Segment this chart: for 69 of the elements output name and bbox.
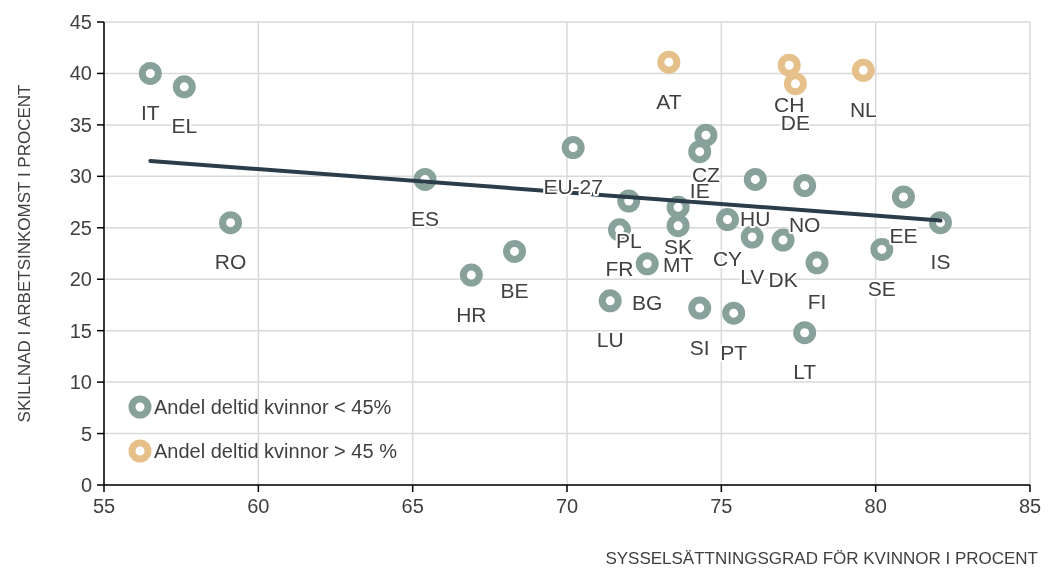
annotation: EE (889, 224, 918, 248)
annotation: LT (793, 360, 817, 384)
annotation: HR (456, 302, 487, 326)
legend-label: Andel deltid kvinnor < 45% (154, 396, 392, 418)
annotation: NO (788, 213, 821, 237)
y-tick-label: 25 (69, 216, 92, 239)
x-tick-label: 65 (401, 495, 424, 517)
annotation: BE (500, 278, 529, 302)
point (805, 251, 829, 275)
x-axis-title: SYSSELSÄTTNINGSGRAD FÖR KVINNOR I PROCENT (605, 549, 1038, 568)
annotation: LU (596, 328, 624, 352)
point (743, 167, 767, 191)
y-tick-label: 0 (80, 474, 92, 496)
point (657, 50, 681, 74)
annotation: SE (867, 276, 896, 300)
point (138, 61, 162, 85)
point (716, 208, 740, 232)
annotation: SI (689, 335, 710, 359)
annotation: HU (740, 206, 771, 230)
point (851, 58, 875, 82)
annotation: BG (632, 291, 663, 315)
y-axis-title: SKILLNAD I ARBETSINKOMST I PROCENT (15, 84, 34, 423)
y-tick-label: 5 (80, 422, 92, 445)
annotation: LV (740, 264, 765, 288)
annotation: FI (807, 290, 827, 314)
annotation: NL (849, 97, 877, 121)
y-tick-label: 45 (69, 11, 92, 33)
annotation: ES (411, 206, 440, 230)
annotation: PT (720, 340, 748, 364)
y-tick-label: 40 (69, 62, 92, 85)
point (694, 123, 718, 147)
x-tick-label: 75 (710, 495, 733, 517)
point (635, 252, 659, 276)
point (598, 289, 622, 313)
annotation: EL (171, 114, 198, 138)
y-tick-label: 15 (69, 319, 92, 342)
point (666, 214, 690, 238)
point (793, 174, 817, 198)
annotation: DK (768, 267, 798, 291)
point (172, 75, 196, 99)
y-tick-label: 35 (69, 113, 92, 136)
point (891, 185, 915, 209)
x-tick-label: 55 (92, 495, 116, 517)
point (561, 136, 585, 160)
point (793, 321, 817, 345)
point (740, 225, 764, 249)
point (503, 239, 527, 263)
legend-label: Andel deltid kvinnor > 45 % (154, 440, 398, 462)
point (777, 53, 801, 77)
x-tick-label: 70 (555, 495, 579, 517)
annotation: PL (615, 228, 642, 252)
annotation: IS (930, 250, 951, 274)
y-tick-label: 10 (69, 371, 92, 394)
annotation: AT (656, 89, 682, 113)
point (459, 263, 483, 287)
annotation: RO (214, 250, 247, 274)
x-tick-label: 60 (247, 495, 270, 517)
point (219, 211, 243, 235)
x-tick-label: 85 (1018, 495, 1042, 517)
y-tick-label: 30 (69, 165, 92, 188)
y-tick-label: 20 (69, 268, 92, 291)
x-tick-label: 80 (864, 495, 887, 517)
annotation: IT (140, 100, 160, 124)
annotation: FR (605, 257, 634, 281)
point (783, 72, 807, 96)
point (688, 140, 712, 164)
point (722, 301, 746, 325)
annotation: CY (712, 247, 743, 271)
point (688, 296, 712, 320)
